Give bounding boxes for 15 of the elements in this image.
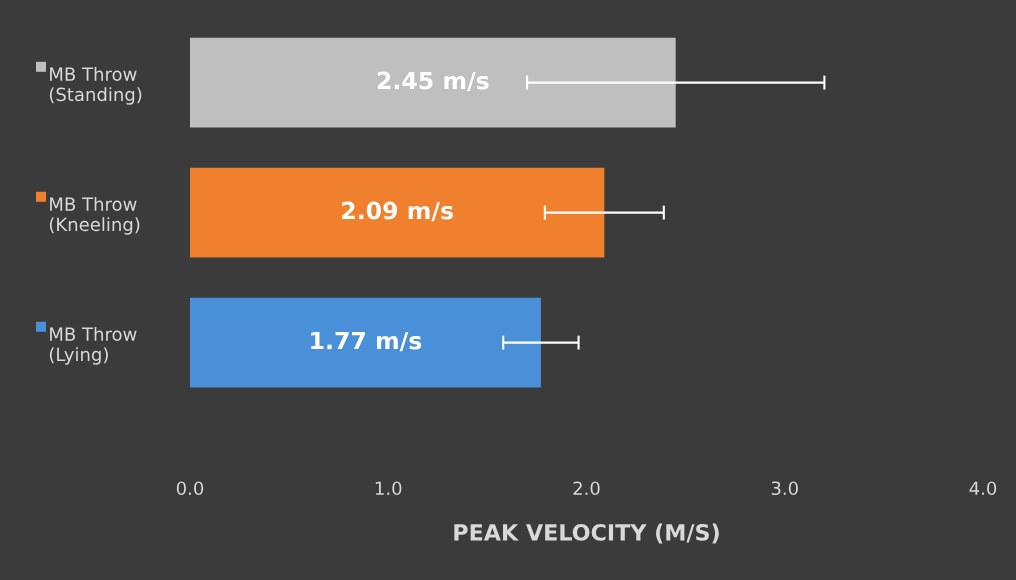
bar <box>190 167 605 258</box>
data-label: 1.77 m/s <box>311 331 422 352</box>
y-tick-label: MB Throw (Lying) <box>49 327 137 365</box>
x-tick-label: 4.0 <box>969 481 997 496</box>
y-tick-label: MB Throw (Kneeling) <box>49 197 140 235</box>
x-tick-label: 2.0 <box>573 481 600 496</box>
data-label: 2.45 m/s <box>377 71 489 92</box>
bar <box>190 297 541 388</box>
bar <box>190 37 676 128</box>
y-tick-label: MB Throw (Standing) <box>49 67 142 105</box>
x-tick-label: 0.0 <box>176 481 204 496</box>
data-label: 2.09 m/s <box>342 201 453 222</box>
x-tick-label: 1.0 <box>375 481 402 496</box>
x-tick-label: 3.0 <box>771 481 798 496</box>
x-axis-title: PEAK VELOCITY (M/S) <box>454 523 719 544</box>
